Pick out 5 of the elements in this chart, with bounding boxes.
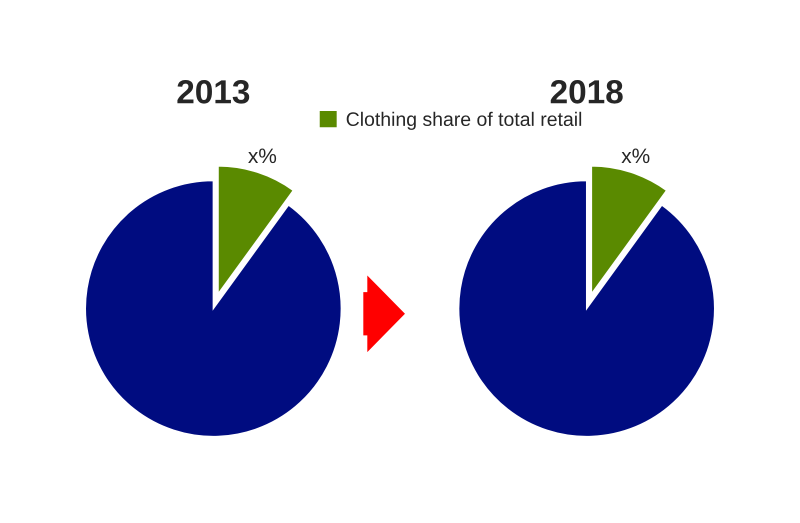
chart-title: 2018 — [550, 80, 623, 104]
data-label: x% — [621, 148, 650, 164]
data-label: x% — [248, 148, 276, 164]
legend-label: Clothing share of total retail — [346, 112, 582, 130]
chart-title: 2013 — [177, 80, 250, 104]
